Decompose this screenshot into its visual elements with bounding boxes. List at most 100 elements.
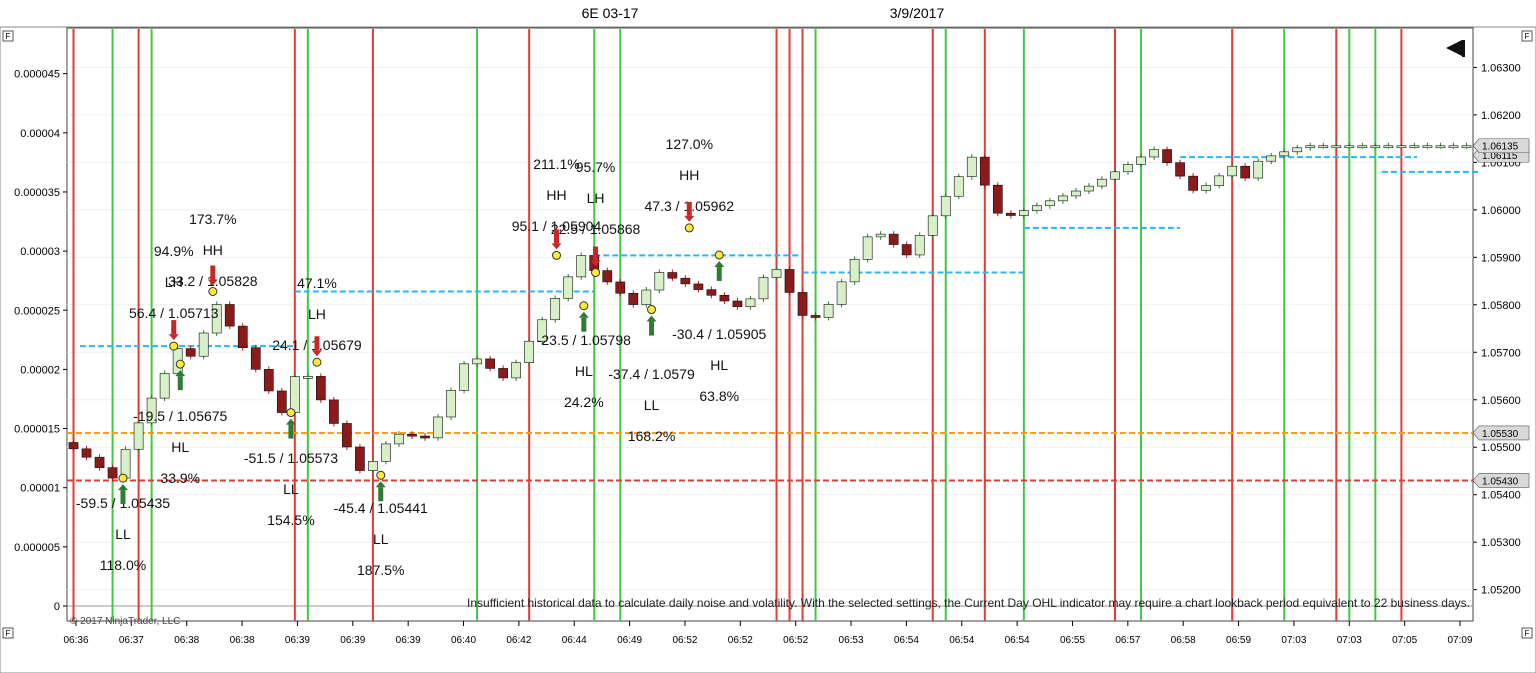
x-tick-label-0: 06:36 xyxy=(63,635,88,646)
bar-body xyxy=(368,461,378,471)
bar-body xyxy=(1058,195,1068,202)
x-tick-label-10: 06:49 xyxy=(617,635,642,646)
bar-body xyxy=(407,433,417,437)
last-swing-price-label: 1.06115 xyxy=(1482,151,1518,162)
bar-body xyxy=(355,446,365,471)
bar-body xyxy=(914,235,925,256)
bar-body xyxy=(1266,155,1277,162)
bar-body xyxy=(966,156,977,178)
day-open-price-label: 1.05530 xyxy=(1482,429,1519,440)
bar-body xyxy=(563,276,574,299)
bar-body xyxy=(992,184,1003,214)
bar-body xyxy=(276,390,287,413)
bar-body xyxy=(1292,147,1303,153)
swing-percent-11: 127.0% xyxy=(666,136,713,152)
swing-arrow-7 xyxy=(553,229,559,244)
bar-body xyxy=(758,277,769,300)
swing-percent-12: 63.8% xyxy=(699,388,739,404)
right-tick-label-8: 1.06000 xyxy=(1481,205,1521,217)
swing-type-5: LH xyxy=(308,306,326,322)
svg-text:F: F xyxy=(6,32,11,41)
bar-body xyxy=(641,289,652,305)
grid xyxy=(67,66,1473,591)
swing-type-3: HH xyxy=(203,242,223,258)
bar-body xyxy=(706,289,717,296)
copyright-text: © 2017 NinjaTrader, LLC xyxy=(70,616,180,627)
swing-point-8 xyxy=(579,301,589,311)
bar-body xyxy=(537,319,548,342)
left-tick-label-6: 0.00003 xyxy=(20,246,60,258)
swing-point-10 xyxy=(647,305,657,315)
current-price-box xyxy=(1472,138,1530,154)
x-tick-label-12: 06:52 xyxy=(728,635,753,646)
swing-arrow-5 xyxy=(314,336,320,351)
x-tick-label-5: 06:39 xyxy=(340,635,365,646)
swing-point-12 xyxy=(714,250,724,260)
swing-percent-2: 33.9% xyxy=(160,470,200,486)
panel-flag-top-right[interactable]: F xyxy=(1521,30,1533,42)
swing-arrowhead-7 xyxy=(551,243,562,250)
vertical-bar-markers xyxy=(72,29,1403,621)
panel-flag-bottom-right[interactable]: F xyxy=(1521,627,1533,639)
swing-type-10: LL xyxy=(644,397,660,413)
swing-value-1: 56.4 / 1.05713 xyxy=(129,305,219,321)
bar-body xyxy=(1005,212,1016,216)
panel-flag-top-left[interactable]: F xyxy=(2,30,14,42)
right-tick-label-10: 1.06200 xyxy=(1481,110,1521,122)
swing-type-8: HL xyxy=(575,363,593,379)
bar-body xyxy=(1435,145,1446,149)
bar-body xyxy=(1448,145,1459,149)
bar-body xyxy=(1149,149,1159,158)
bar-body xyxy=(420,435,430,439)
swing-value-10: -37.4 / 1.0579 xyxy=(608,366,695,382)
swing-type-11: HH xyxy=(679,167,699,183)
swing-arrow-3 xyxy=(210,265,216,280)
bar-body xyxy=(511,362,521,379)
time-axis: 06:36 06:37 06:38 06:38 06:39 06:39 06:39 06:40… xyxy=(63,621,1473,646)
bar-body xyxy=(797,292,808,316)
panel-flag-bottom-left[interactable]: F xyxy=(2,627,14,639)
svg-text:F: F xyxy=(6,629,11,638)
swing-point-9 xyxy=(591,268,601,278)
swing-point-1 xyxy=(169,341,179,351)
play-to-end-icon[interactable] xyxy=(1446,40,1465,57)
right-tick-label-7: 1.05900 xyxy=(1481,252,1521,264)
bar-body xyxy=(107,467,118,479)
swing-value-4: -51.5 / 1.05573 xyxy=(244,450,338,466)
swing-percent-7: 211.1% xyxy=(533,156,579,172)
right-axis: 1.05200 1.05300 1.05400 1.05500 1.05600 1.057… xyxy=(1473,62,1521,597)
bar-body xyxy=(1227,165,1238,177)
bar-body xyxy=(849,259,860,283)
bar-body xyxy=(550,298,561,321)
x-tick-label-15: 06:54 xyxy=(894,635,919,646)
right-tick-label-1: 1.05300 xyxy=(1481,537,1521,549)
left-tick-label-8: 0.00004 xyxy=(20,128,60,140)
bar-body xyxy=(862,236,873,260)
swing-percent-8: 24.2% xyxy=(564,394,604,410)
swing-arrowhead-11 xyxy=(684,215,695,222)
swing-value-8: -23.5 / 1.05798 xyxy=(537,332,631,348)
bar-body xyxy=(289,376,300,413)
bar-body xyxy=(888,233,899,245)
bar-body xyxy=(524,340,535,363)
left-tick-label-2: 0.00001 xyxy=(20,483,60,495)
swing-arrowhead-9 xyxy=(590,260,601,267)
swing-percent-0: 118.0% xyxy=(100,557,146,573)
x-tick-label-7: 06:40 xyxy=(451,635,476,646)
bar-body xyxy=(953,176,964,197)
right-tick-label-5: 1.05700 xyxy=(1481,347,1521,359)
x-tick-label-24: 07:05 xyxy=(1392,635,1417,646)
x-tick-label-6: 06:39 xyxy=(396,635,421,646)
bar-body xyxy=(784,269,795,293)
x-tick-label-3: 06:38 xyxy=(230,635,255,646)
swing-point-4 xyxy=(286,408,296,418)
x-tick-label-9: 06:44 xyxy=(562,635,587,646)
bar-body xyxy=(1357,145,1368,149)
bar-body xyxy=(394,433,404,445)
swing-arrowhead-8 xyxy=(578,311,589,318)
swing-arrow-0 xyxy=(120,490,126,505)
swing-arrow-6 xyxy=(378,487,384,502)
swing-arrow-2 xyxy=(177,376,183,391)
swing-value-9: 22.5 / 1.05868 xyxy=(551,221,641,237)
bar-body xyxy=(1331,145,1342,149)
